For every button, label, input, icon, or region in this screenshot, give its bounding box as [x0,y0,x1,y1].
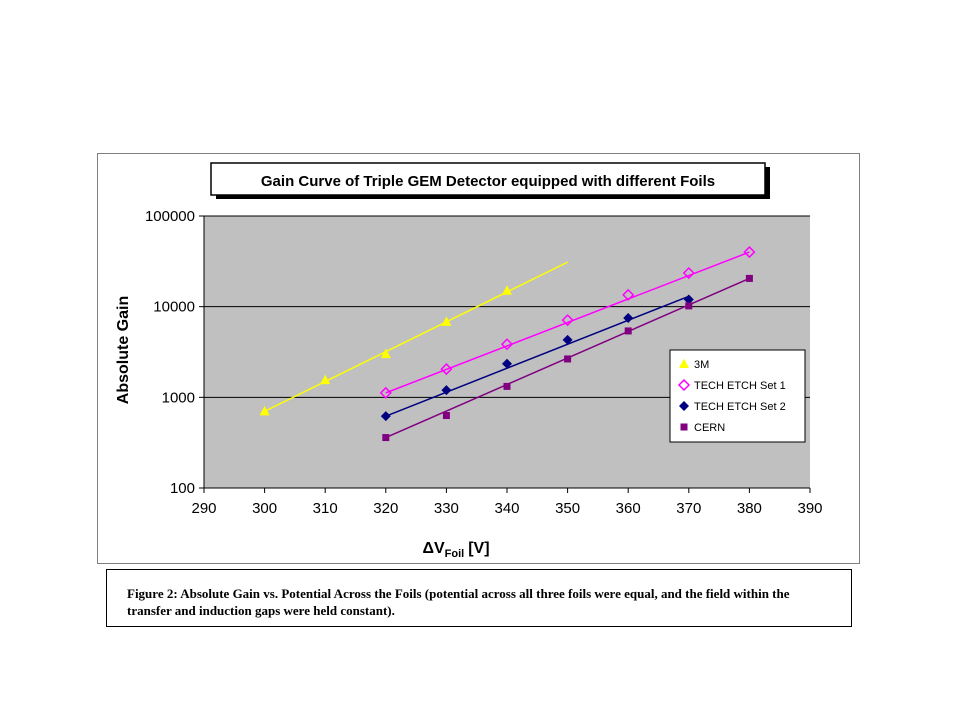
chart-title-box: Gain Curve of Triple GEM Detector equipp… [210,162,770,199]
data-point [441,385,452,396]
data-point [745,274,753,282]
series-cern [382,274,753,442]
data-point [500,338,514,351]
chart-frame: Gain Curve of Triple GEM Detector equipp… [97,153,860,564]
x-axis-label-subscript: Foil [445,548,465,560]
x-axis-label-delta: ΔV [422,540,445,557]
data-point [440,363,453,376]
series-tech-etch-set-1 [379,246,756,399]
series-3m [259,261,568,416]
data-point [320,374,331,385]
legend-label: TECH ETCH Set 1 [694,380,786,392]
y-tick-label: 10000 [153,299,195,316]
legend-marker [677,378,691,392]
legend-label: TECH ETCH Set 2 [694,401,786,413]
legend-marker [679,401,689,411]
x-tick-label: 310 [313,500,338,517]
data-point [502,358,512,369]
data-point [441,316,452,326]
x-tick-label: 330 [434,500,459,517]
data-point [682,266,695,280]
y-tick-label: 100 [170,480,195,497]
data-point [380,411,391,422]
legend-marker [680,423,688,431]
data-point [683,294,694,305]
data-point [380,348,391,359]
y-axis-label: Absolute Gain [115,296,132,404]
data-point [259,405,270,416]
x-tick-label: 320 [373,500,398,517]
legend-marker [679,358,689,368]
x-tick-label: 350 [555,500,580,517]
x-tick-label: 380 [737,500,762,517]
x-tick-label: 370 [676,500,701,517]
x-axis-label: ΔVFoil [V] [422,540,489,560]
legend-box [669,349,806,443]
series-tech-etch-set-2 [380,294,694,422]
data-point [382,434,390,442]
data-point [624,327,632,335]
legend-label: CERN [694,422,725,434]
data-point [503,382,511,390]
x-tick-label: 390 [797,500,822,517]
chart-title: Gain Curve of Triple GEM Detector equipp… [261,173,715,190]
y-tick-label: 1000 [162,389,195,406]
data-point [442,412,450,420]
data-point [562,334,573,345]
data-point [379,386,392,399]
data-point [622,288,635,301]
x-tick-label: 340 [494,500,519,517]
trendline [385,251,750,394]
data-point [623,312,634,323]
figure-caption: Figure 2: Absolute Gain vs. Potential Ac… [127,586,790,618]
data-point [564,355,572,363]
trendline [385,295,690,417]
x-tick-label: 290 [191,500,216,517]
gain-curve-chart: Gain Curve of Triple GEM Detector equipp… [115,162,823,560]
figure-caption-box: Figure 2: Absolute Gain vs. Potential Ac… [106,569,852,627]
data-point [743,246,756,259]
legend-label: 3M [694,359,709,371]
x-tick-label: 300 [252,500,277,517]
data-point [685,302,693,310]
trendline [264,261,568,413]
x-tick-label: 360 [616,500,641,517]
y-tick-label: 100000 [145,208,195,225]
data-point [561,314,574,327]
data-point [502,285,512,295]
x-axis-label-unit: [V] [468,540,489,557]
